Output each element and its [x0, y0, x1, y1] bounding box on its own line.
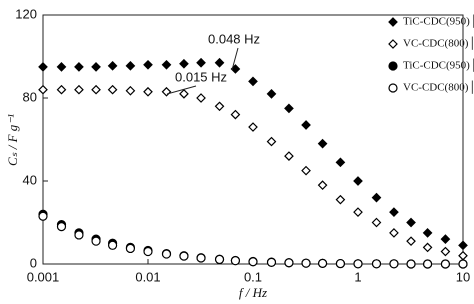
data-point [91, 62, 101, 72]
data-point [406, 236, 416, 247]
data-point [317, 258, 328, 268]
legend-label: TiC-CDC(950)│1 M LiCF₃SO₃ [403, 58, 474, 73]
data-point [353, 207, 363, 217]
data-point [371, 259, 382, 269]
data-point [422, 259, 433, 269]
data-point [335, 258, 346, 269]
data-point [248, 76, 258, 87]
data-point [74, 84, 84, 95]
data-point [125, 60, 136, 71]
data-point [458, 240, 468, 251]
data-point [38, 62, 48, 72]
data-point [107, 60, 118, 71]
data-point [143, 59, 153, 70]
data-point [406, 259, 416, 269]
data-point [317, 138, 328, 149]
x-tick-label: 10 [456, 269, 470, 284]
data-point [91, 84, 101, 95]
data-point [196, 93, 206, 103]
data-point [74, 230, 84, 240]
x-tick-label: 0.1 [244, 269, 262, 284]
data-point [230, 256, 241, 266]
data-point [371, 192, 382, 203]
data-point [214, 254, 225, 265]
data-point [38, 84, 48, 95]
data-point [56, 62, 67, 72]
data-point [353, 176, 363, 186]
data-point [214, 101, 225, 112]
data-point [301, 165, 311, 176]
data-point [179, 89, 189, 99]
legend-label: TiC-CDC(950)│1 M LiPF₆ [403, 14, 474, 29]
x-tick-label: 0.01 [135, 269, 160, 284]
annotation: 0.015 Hz [175, 69, 227, 84]
x-tick-label: 0.001 [27, 269, 60, 284]
annotation-arrow [166, 85, 197, 95]
data-point [196, 57, 206, 68]
data-point [440, 246, 451, 257]
data-point [371, 217, 382, 228]
legend-marker [388, 61, 398, 71]
data-point [56, 84, 67, 95]
data-point [458, 259, 468, 269]
data-point [389, 207, 399, 217]
data-point [74, 62, 84, 72]
legend-marker [388, 83, 398, 93]
data-point [389, 228, 399, 238]
data-point [266, 257, 277, 267]
annotation-arrow [231, 47, 239, 71]
data-point [161, 86, 172, 97]
data-point [266, 89, 277, 99]
y-tick-label: 0 [30, 255, 37, 270]
data-point [161, 249, 172, 259]
data-point [107, 240, 118, 250]
x-tick-label: 1 [354, 269, 361, 284]
plot-frame [42, 14, 464, 265]
data-point [317, 180, 328, 190]
data-point [266, 136, 277, 147]
data-point [196, 253, 206, 263]
data-point [143, 86, 153, 97]
data-point [284, 258, 294, 268]
annotation: 0.048 Hz [208, 31, 260, 46]
data-point [125, 243, 136, 254]
data-point [284, 151, 294, 161]
data-point [353, 259, 363, 269]
data-point [248, 122, 258, 132]
y-tick-label: 120 [15, 6, 37, 21]
y-tick-label: 80 [23, 89, 37, 104]
data-point [38, 211, 48, 221]
data-point [422, 228, 433, 238]
data-point [214, 57, 225, 68]
legend-marker [388, 17, 398, 27]
data-point [161, 59, 172, 70]
data-point [335, 194, 346, 205]
data-point [301, 258, 311, 268]
legend-marker [388, 39, 398, 49]
data-point [440, 234, 451, 244]
data-point [248, 257, 258, 267]
y-axis-label: Cₛ / F g⁻¹ [5, 114, 20, 166]
data-point [107, 84, 118, 95]
data-point [91, 236, 101, 246]
x-axis-label: f / Hz [239, 285, 267, 300]
data-point [143, 246, 153, 257]
data-point [56, 222, 67, 232]
data-point [230, 109, 241, 120]
data-point [335, 157, 346, 168]
data-point [422, 242, 433, 253]
data-point [125, 85, 136, 96]
y-tick-label: 40 [23, 172, 37, 187]
data-point [179, 58, 189, 69]
legend-label: VC-CDC(800)│1 M LiPF₆ [403, 36, 474, 51]
legend-label: VC-CDC(800)│1 M LiCF₃SO₃ [403, 80, 474, 95]
data-point [301, 120, 311, 130]
data-point [179, 251, 189, 261]
data-point [458, 250, 468, 261]
data-point [389, 259, 399, 269]
data-point [440, 259, 451, 269]
data-point [406, 217, 416, 228]
data-point [284, 103, 294, 114]
